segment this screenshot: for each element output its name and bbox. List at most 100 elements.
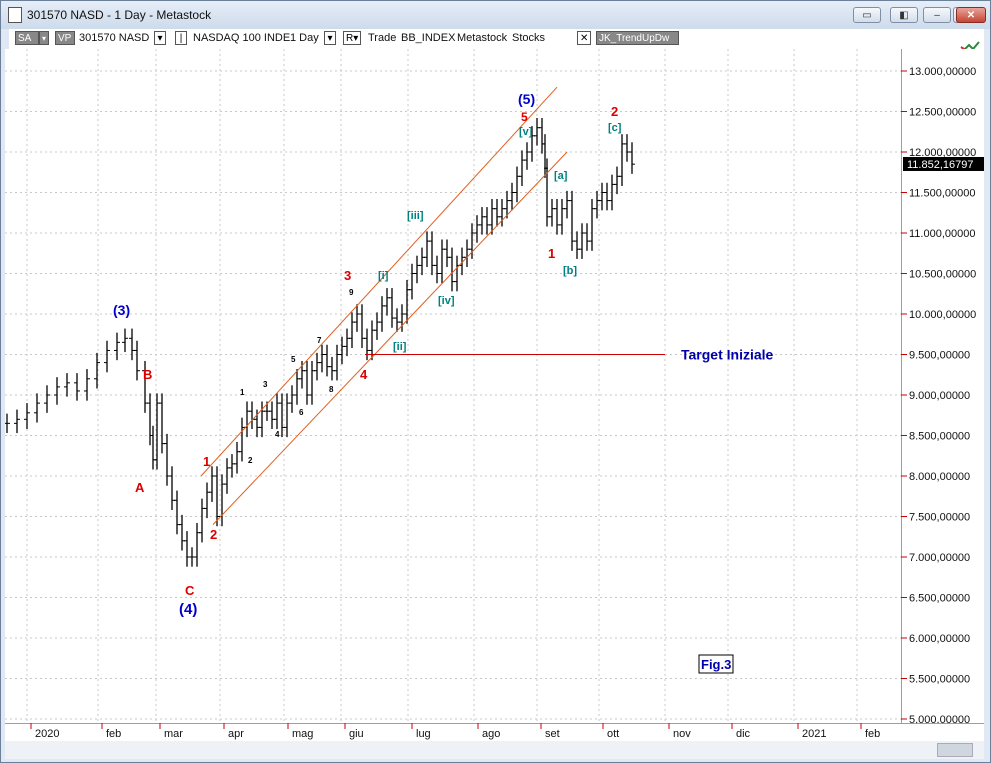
wave-label: [v]: [519, 126, 533, 138]
wave-label: (3): [113, 302, 130, 318]
price-axis-label: 10.000,00000: [909, 309, 976, 321]
indicator-button[interactable]: JK_TrendUpDw: [596, 31, 679, 45]
chart-canvas[interactable]: Target Iniziale (3) B A C (4) 1 2 1 2 3 4 5 6 7 8 9 3 4 [i]…: [4, 49, 901, 723]
minimize-window-button[interactable]: –: [923, 7, 951, 23]
wave-label: 4: [360, 367, 368, 382]
price-axis-label: 5.000,00000: [909, 714, 970, 723]
time-axis-label: 2020: [35, 728, 59, 740]
time-axis-label: set: [545, 728, 560, 740]
price-axis-label: 8.000,00000: [909, 471, 970, 483]
period-label: 1 Day: [290, 32, 319, 44]
wave-label: 3: [263, 380, 268, 389]
time-axis-label: feb: [106, 728, 121, 740]
wave-label: 2: [210, 527, 217, 542]
time-axis-label: mar: [164, 728, 183, 740]
document-icon: [8, 7, 22, 23]
wave-label: 2: [248, 456, 253, 465]
channel-lower-line: [212, 151, 568, 525]
symbol-label: 301570 NASD: [79, 32, 150, 44]
time-axis: 2020 feb mar apr mag giu lug ago set ott nov dic 202…: [5, 722, 984, 741]
wave-label: [c]: [608, 122, 622, 134]
title-bar: 301570 NASD - 1 Day - Metastock ▭ ◧ – □: [1, 1, 990, 29]
wave-label: [i]: [378, 270, 389, 282]
time-axis-label: apr: [228, 728, 244, 740]
channel-upper-line: [200, 86, 558, 477]
minimize-button[interactable]: ▭: [853, 7, 881, 23]
time-axis-canvas: 2020 feb mar apr mag giu lug ago set ott nov dic 202…: [5, 722, 984, 740]
wave-label: 9: [349, 288, 354, 297]
wave-label: 1: [548, 246, 555, 261]
index-label: NASDAQ 100 INDE: [193, 32, 291, 44]
horizontal-scrollbar[interactable]: [5, 741, 984, 759]
wave-label: 1: [203, 454, 210, 469]
price-axis-label: 11.000,00000: [909, 228, 975, 240]
wave-label: 8: [329, 385, 334, 394]
wave-label: 1: [240, 388, 245, 397]
wave-label: [iv]: [438, 295, 455, 307]
vp-button[interactable]: VP: [55, 31, 75, 45]
restore-button[interactable]: ◧: [890, 7, 918, 23]
remove-indicator-icon[interactable]: ✕: [577, 31, 591, 45]
time-axis-label: dic: [736, 728, 751, 740]
price-axis-label: 9.000,00000: [909, 390, 970, 402]
chart-toolbar: SA ▾ VP 301570 NASD ▾ |▾ NASDAQ 100 INDE…: [9, 29, 984, 58]
window-title: 301570 NASD - 1 Day - Metastock: [27, 8, 212, 22]
time-axis-label: giu: [349, 728, 364, 740]
trade-label: Trade: [368, 32, 397, 44]
wave-label: [ii]: [393, 341, 407, 353]
wave-label: B: [143, 367, 152, 382]
price-axis-label: 8.500,00000: [909, 431, 970, 443]
wave-label: (4): [179, 601, 197, 618]
last-price-label: 11.852,16797: [907, 159, 973, 171]
price-axis-label: 6.000,00000: [909, 633, 970, 645]
last-price-box: [903, 156, 984, 171]
time-axis-label: mag: [292, 728, 313, 740]
time-axis-label: lug: [416, 728, 431, 740]
metastock-label: Metastock: [457, 32, 508, 44]
wave-label: 6: [299, 408, 304, 417]
period-dropdown-icon[interactable]: ▾: [324, 31, 336, 45]
time-axis-label: ago: [482, 728, 500, 740]
wave-label: [b]: [563, 265, 577, 277]
symbol-dropdown-icon[interactable]: ▾: [154, 31, 166, 45]
stocks-label: Stocks: [512, 32, 546, 44]
wave-label: [iii]: [407, 210, 424, 222]
time-axis-label: 2021: [802, 728, 826, 740]
price-axis-label: 12.500,00000: [909, 107, 976, 119]
sa-button[interactable]: SA: [15, 31, 39, 45]
wave-label: 5: [291, 355, 296, 364]
target-label: Target Iniziale: [681, 347, 774, 363]
figure-label-box: [698, 654, 734, 674]
time-axis-label: ott: [607, 728, 619, 740]
index-toggle-icon[interactable]: |▾: [175, 31, 187, 58]
wave-label: A: [135, 480, 145, 495]
wave-label: 4: [275, 430, 280, 439]
price-chart[interactable]: Target Iniziale (3) B A C (4) 1 2 1 2 3 4 5 6 7 8 9 3 4 [i]…: [4, 49, 901, 723]
time-axis-label: nov: [673, 728, 691, 740]
price-axis-label: 12.000,00000: [909, 147, 976, 159]
scrollbar-thumb[interactable]: [937, 743, 973, 757]
price-axis-label: 6.500,00000: [909, 593, 970, 605]
wave-label: 3: [344, 268, 351, 283]
sa-dropdown-icon[interactable]: ▾: [39, 31, 49, 45]
wave-label: [a]: [554, 170, 568, 182]
r-button[interactable]: R▾: [343, 31, 361, 45]
close-button[interactable]: ✕: [956, 7, 986, 23]
price-axis: 13.000,00000 12.500,00000 12.000,00000 11.5…: [900, 49, 984, 726]
bb-index-label: BB_INDEX: [401, 32, 456, 44]
wave-label: (5): [518, 91, 535, 107]
time-axis-label: feb: [865, 728, 880, 740]
price-axis-label: 10.500,00000: [909, 269, 976, 281]
price-axis-label: 7.500,00000: [909, 512, 970, 524]
wave-label: 7: [317, 336, 322, 345]
price-axis-label: 5.500,00000: [909, 674, 970, 686]
wave-label: C: [185, 583, 195, 598]
r-button-label: R: [346, 33, 354, 44]
price-axis-label: 11.500,00000: [909, 188, 975, 200]
price-axis-canvas: 13.000,00000 12.500,00000 12.000,00000 11.5…: [900, 49, 984, 726]
price-axis-label: 7.000,00000: [909, 552, 970, 564]
price-axis-label: 13.000,00000: [909, 66, 976, 78]
wave-label: 2: [611, 104, 618, 119]
wave-label: 5: [521, 110, 528, 124]
